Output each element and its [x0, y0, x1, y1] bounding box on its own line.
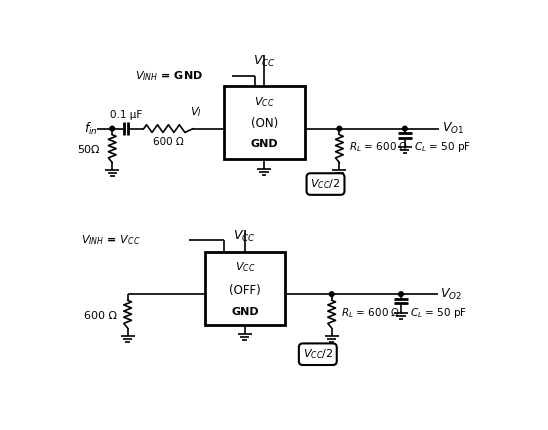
Text: $V_{INH}$ = $V_{CC}$: $V_{INH}$ = $V_{CC}$ [82, 233, 141, 247]
Text: $V_I$: $V_I$ [190, 105, 201, 120]
Text: $V_{CC}$: $V_{CC}$ [233, 229, 256, 244]
Text: (OFF): (OFF) [229, 284, 261, 297]
Text: GND: GND [231, 307, 259, 317]
Text: $V_{CC}/2$: $V_{CC}/2$ [302, 347, 333, 361]
Circle shape [398, 292, 403, 296]
Text: GND: GND [250, 139, 278, 149]
Text: $V_{CC}/2$: $V_{CC}/2$ [311, 177, 340, 191]
Text: $V_{O1}$: $V_{O1}$ [442, 121, 464, 136]
Text: 0.1 μF: 0.1 μF [110, 110, 142, 120]
Text: $V_{CC}$: $V_{CC}$ [254, 95, 275, 108]
Text: 50Ω: 50Ω [77, 145, 100, 155]
Text: $f_{in}$: $f_{in}$ [84, 120, 98, 137]
Circle shape [329, 292, 334, 296]
Text: 600 Ω: 600 Ω [84, 311, 117, 321]
Text: (ON): (ON) [250, 117, 278, 130]
Text: $C_L$ = 50 pF: $C_L$ = 50 pF [414, 140, 471, 154]
Text: $V_{CC}$: $V_{CC}$ [253, 54, 275, 69]
Text: $V_{CC}$: $V_{CC}$ [235, 260, 255, 274]
Text: $R_L$ = 600 Ω: $R_L$ = 600 Ω [349, 140, 408, 154]
Circle shape [110, 126, 115, 131]
Circle shape [403, 126, 407, 131]
Bar [204, 252, 286, 325]
Bar [224, 86, 305, 160]
Text: $V_{INH}$ = GND: $V_{INH}$ = GND [135, 69, 203, 83]
Circle shape [337, 126, 342, 131]
Text: $V_{O2}$: $V_{O2}$ [440, 287, 463, 302]
Text: $R_L$ = 600 Ω: $R_L$ = 600 Ω [341, 306, 400, 319]
Text: 600 Ω: 600 Ω [153, 137, 184, 147]
Text: $C_L$ = 50 pF: $C_L$ = 50 pF [410, 306, 467, 319]
